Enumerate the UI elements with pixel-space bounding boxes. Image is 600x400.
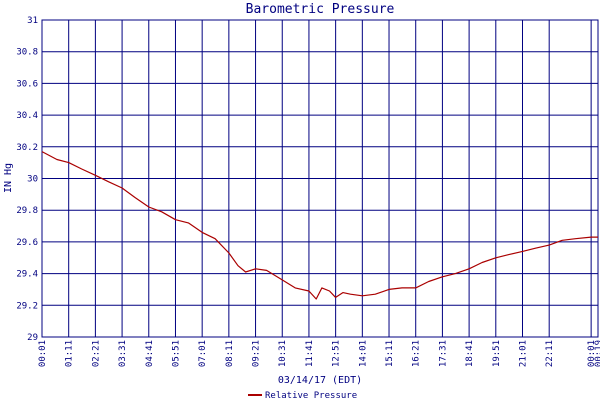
x-tick-label: 01:11 [65, 340, 75, 367]
x-tick-label: 19:51 [492, 340, 502, 367]
y-tick-label: 30.4 [16, 111, 38, 121]
series-lines [41, 151, 598, 300]
y-tick-label: 29.4 [16, 270, 38, 280]
y-tick-label: 29.2 [16, 301, 38, 311]
x-tick-label: 10:31 [278, 340, 288, 367]
x-tick-label: 05:51 [171, 340, 181, 367]
y-tick-label: 29.6 [16, 238, 38, 248]
y-tick-label: 29.8 [16, 206, 38, 216]
legend: Relative Pressure [248, 391, 357, 400]
x-tick-label: 09:21 [252, 340, 262, 367]
x-tick-label: 17:31 [438, 340, 448, 367]
x-axis-label: 03/14/17 (EDT) [278, 375, 362, 386]
x-tick-label: 00:19 [594, 340, 600, 367]
x-tick-labels: 00:01 01:11 02:21 03:31 04:41 05:51 07:01 08:11… [38, 340, 600, 367]
y-tick-label: 30.6 [16, 79, 38, 89]
y-tick-label: 31 [27, 16, 38, 26]
y-tick-labels: 29 29.2 29.4 29.6 29.8 30 30.2 30.4 30.6 30.8 31 [16, 16, 38, 343]
y-tick-label: 29 [27, 333, 38, 343]
x-tick-label: 18:41 [465, 340, 475, 367]
x-tick-label: 22:11 [545, 340, 555, 367]
x-tick-label: 07:01 [198, 340, 208, 367]
x-tick-label: 14:01 [358, 340, 368, 367]
x-tick-label: 03:31 [118, 340, 128, 367]
x-tick-label: 08:11 [225, 340, 235, 367]
x-tick-label: 21:01 [518, 340, 528, 367]
x-tick-label: 16:21 [412, 340, 422, 367]
y-axis-label: IN Hg [3, 163, 14, 193]
chart-title: Barometric Pressure [246, 2, 395, 17]
y-tick-label: 30.8 [16, 48, 38, 58]
legend-label: Relative Pressure [265, 391, 357, 400]
x-tick-label: 02:21 [91, 340, 101, 367]
x-tick-label: 11:41 [305, 340, 315, 367]
y-tick-label: 30.2 [16, 143, 38, 153]
x-tick-label: 00:01 [587, 340, 597, 367]
y-tick-label: 30 [27, 175, 38, 185]
series-line [41, 151, 598, 300]
x-tick-label: 00:01 [38, 340, 48, 367]
x-tick-label: 15:11 [385, 340, 395, 367]
grid [41, 19, 599, 338]
x-tick-label: 12:51 [332, 340, 342, 367]
x-tick-label: 04:41 [145, 340, 155, 367]
